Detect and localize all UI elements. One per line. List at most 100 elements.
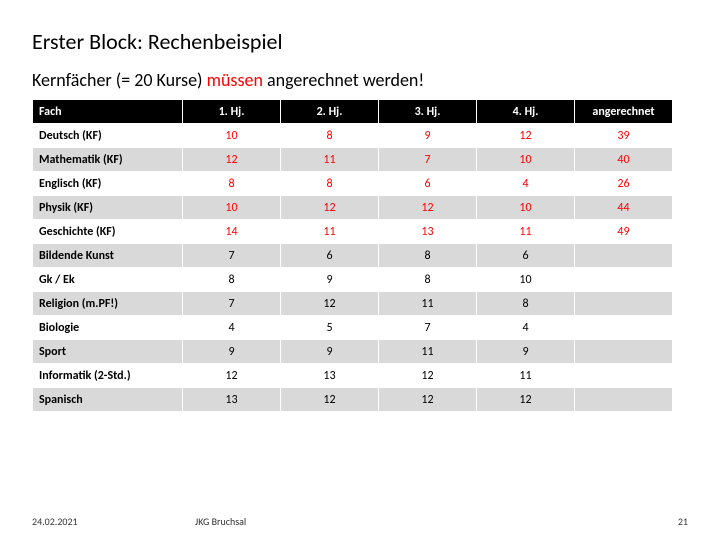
cell-fach: Geschichte (KF) [33,220,183,244]
cell-fach: Religion (m.PF!) [33,292,183,316]
table-row: Spanisch13121212 [33,388,673,412]
cell-value: 14 [183,220,281,244]
cell-fach: Biologie [33,316,183,340]
cell-value: 7 [379,148,477,172]
table-row: Deutsch (KF)10891239 [33,124,673,148]
cell-value: 5 [281,316,379,340]
cell-fach: Bildende Kunst [33,244,183,268]
cell-value: 12 [477,388,575,412]
cell-value: 8 [477,292,575,316]
cell-value: 12 [379,388,477,412]
footer: 24.02.2021 JKG Bruchsal 21 [0,515,720,528]
cell-value: 12 [281,196,379,220]
cell-value: 8 [379,244,477,268]
cell-value: 40 [575,148,673,172]
cell-value: 4 [477,316,575,340]
cell-value: 11 [379,292,477,316]
cell-value: 7 [379,316,477,340]
cell-value: 10 [477,268,575,292]
cell-value: 8 [281,124,379,148]
th-1hj: 1. Hj. [183,100,281,124]
cell-value [575,316,673,340]
th-fach: Fach [33,100,183,124]
cell-value: 11 [379,340,477,364]
cell-value: 8 [183,268,281,292]
cell-value: 26 [575,172,673,196]
cell-value: 13 [183,388,281,412]
table-row: Englisch (KF)886426 [33,172,673,196]
cell-value: 12 [281,388,379,412]
cell-value: 12 [477,124,575,148]
table-row: Geschichte (KF)1411131149 [33,220,673,244]
cell-value: 8 [281,172,379,196]
cell-value: 9 [281,268,379,292]
th-sum: angerechnet [575,100,673,124]
cell-value: 11 [477,220,575,244]
cell-fach: Gk / Ek [33,268,183,292]
cell-value: 13 [379,220,477,244]
cell-value [575,388,673,412]
cell-value: 6 [281,244,379,268]
cell-fach: Mathematik (KF) [33,148,183,172]
footer-center: JKG Bruchsal [195,515,246,528]
cell-value: 44 [575,196,673,220]
cell-value: 39 [575,124,673,148]
subtitle-p3: angerechnet werden! [267,69,424,91]
cell-value: 7 [183,244,281,268]
cell-value: 6 [477,244,575,268]
table-row: Physik (KF)1012121044 [33,196,673,220]
cell-value: 9 [477,340,575,364]
cell-value [575,340,673,364]
cell-value: 11 [281,148,379,172]
subtitle-highlight: müssen [207,69,267,91]
table-row: Mathematik (KF)121171040 [33,148,673,172]
cell-value [575,268,673,292]
cell-value [575,364,673,388]
cell-value: 11 [281,220,379,244]
cell-value: 12 [379,364,477,388]
cell-fach: Spanisch [33,388,183,412]
cell-value: 8 [379,268,477,292]
cell-value: 12 [379,196,477,220]
cell-value: 49 [575,220,673,244]
cell-value: 8 [183,172,281,196]
table-row: Religion (m.PF!)712118 [33,292,673,316]
cell-value: 13 [281,364,379,388]
cell-value: 12 [281,292,379,316]
cell-value: 10 [183,124,281,148]
table-row: Gk / Ek89810 [33,268,673,292]
th-2hj: 2. Hj. [281,100,379,124]
grades-table: Fach 1. Hj. 2. Hj. 3. Hj. 4. Hj. angerec… [32,99,673,412]
cell-value: 11 [477,364,575,388]
cell-value: 12 [183,148,281,172]
th-4hj: 4. Hj. [477,100,575,124]
footer-page: 21 [678,515,688,528]
cell-value [575,244,673,268]
cell-fach: Sport [33,340,183,364]
cell-value: 10 [183,196,281,220]
table-row: Sport99119 [33,340,673,364]
cell-value: 4 [477,172,575,196]
cell-value: 9 [281,340,379,364]
table-header-row: Fach 1. Hj. 2. Hj. 3. Hj. 4. Hj. angerec… [33,100,673,124]
cell-value: 10 [477,196,575,220]
th-3hj: 3. Hj. [379,100,477,124]
cell-value: 9 [379,124,477,148]
cell-value: 4 [183,316,281,340]
table-row: Bildende Kunst7686 [33,244,673,268]
subtitle-p1: Kernfächer (= 20 Kurse) [32,69,207,91]
table-row: Biologie4574 [33,316,673,340]
cell-value: 6 [379,172,477,196]
cell-fach: Deutsch (KF) [33,124,183,148]
footer-date: 24.02.2021 [32,515,78,528]
cell-value: 9 [183,340,281,364]
table-row: Informatik (2-Std.)12131211 [33,364,673,388]
cell-value [575,292,673,316]
cell-fach: Englisch (KF) [33,172,183,196]
cell-value: 10 [477,148,575,172]
subtitle: Kernfächer (= 20 Kurse) müssen angerechn… [32,69,688,91]
cell-value: 7 [183,292,281,316]
cell-value: 12 [183,364,281,388]
cell-fach: Physik (KF) [33,196,183,220]
page-title: Erster Block: Rechenbeispiel [32,28,688,55]
